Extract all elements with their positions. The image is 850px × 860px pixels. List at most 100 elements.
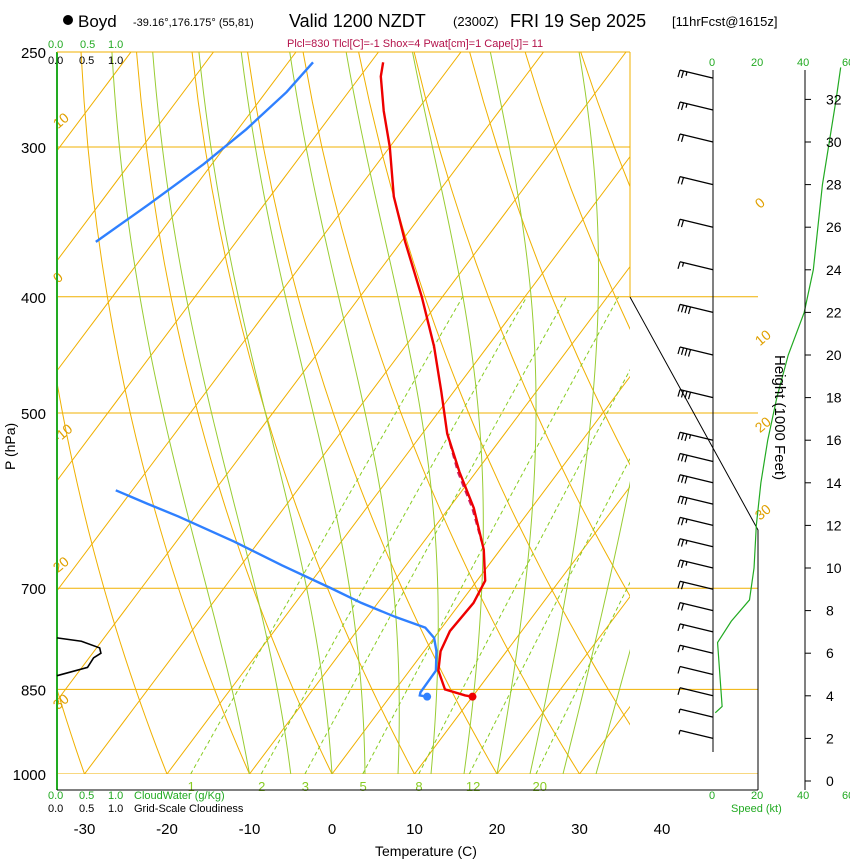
pressure-tick-250: 250 — [21, 45, 46, 62]
isotherm-label-8: 30 — [752, 501, 774, 523]
x-tick-labels: -30 -20 -10 0 10 20 30 40 — [74, 821, 671, 838]
moist-adiabat-20 — [489, 52, 537, 774]
mixing-ratio-lines — [190, 296, 630, 774]
wind-barb-18 — [677, 623, 714, 633]
isotherm-label-0: 30 — [50, 690, 72, 712]
barb-staff-10 — [679, 452, 714, 463]
barb-staff-8 — [679, 388, 714, 399]
dry-adiabat--30 — [57, 687, 85, 774]
height-tick-12: 12 — [826, 517, 842, 533]
wind-barb-16 — [677, 580, 714, 590]
isotherm--40 — [57, 52, 544, 702]
dry-adiabat-10 — [191, 52, 415, 774]
barb-flag-6-1 — [680, 305, 685, 313]
barb-staff-4 — [679, 218, 714, 228]
barb-flag-8-1 — [680, 390, 685, 398]
speed-bottom-tick-0: 0 — [709, 790, 715, 802]
cloudiness-label: Grid-Scale Cloudiness — [134, 803, 244, 815]
cl-top-tick-0: 0.0 — [48, 55, 63, 67]
cloud-water-label: CloudWater (g/Kg) — [134, 790, 225, 802]
isotherm--80 — [57, 52, 214, 262]
speed-label: Speed (kt) — [731, 803, 782, 815]
mixing-ratio-label-20: 20 — [532, 779, 546, 794]
height-tick-30: 30 — [826, 134, 842, 150]
barb-flag-16-0 — [677, 581, 681, 589]
barb-flag-12-1 — [680, 496, 685, 505]
height-tick-24: 24 — [826, 262, 842, 278]
barb-staff-0 — [679, 69, 714, 79]
valid-date: FRI 19 Sep 2025 — [510, 11, 646, 31]
speed-bottom-tick-3: 60 — [842, 790, 850, 802]
dry-adiabat-20 — [247, 52, 498, 774]
barb-staff-6 — [679, 303, 714, 314]
barb-flag-1-1 — [680, 102, 685, 111]
mixing-ratio-3 — [304, 296, 567, 774]
barb-flag-2-1 — [680, 134, 685, 143]
barb-flag-15-1 — [680, 560, 685, 569]
dry-adiabat-70 — [524, 52, 630, 331]
dry-adiabat--20 — [57, 379, 168, 774]
pressure-tick-850: 850 — [21, 682, 46, 699]
barb-flag-8-0 — [677, 389, 681, 397]
barb-flag-0-0 — [677, 69, 681, 78]
height-tick-18: 18 — [826, 390, 842, 406]
moist-adiabat-4 — [240, 52, 366, 774]
pressure-tick-500: 500 — [21, 406, 46, 423]
barb-flag-12-2 — [684, 497, 688, 505]
barb-flag-17-1 — [680, 603, 685, 611]
station-name: Boyd — [78, 12, 117, 31]
barb-flag-10-1 — [680, 454, 685, 462]
isotherm-0 — [331, 375, 630, 774]
barb-staff-14 — [679, 538, 714, 548]
moist-adiabat-16 — [411, 52, 484, 774]
barb-flag-14-1 — [680, 539, 685, 547]
wind-barb-19 — [677, 644, 714, 654]
x-tick-10: 10 — [406, 821, 423, 838]
speed-top-tick-1: 20 — [751, 57, 763, 69]
x-tick--10: -10 — [239, 821, 261, 838]
barb-staff-23 — [679, 729, 714, 740]
cloudiness-line — [56, 637, 102, 677]
height-tick-22: 22 — [826, 304, 842, 320]
wind-barb-0 — [677, 69, 714, 79]
barb-staff-19 — [679, 644, 714, 654]
barb-flag-6-2 — [684, 305, 688, 314]
height-tick-10: 10 — [826, 560, 842, 576]
isobar-lines — [57, 52, 758, 774]
moist-adiabat--5 — [152, 52, 292, 774]
barb-flag-0-1 — [680, 70, 685, 79]
isotherm--50 — [57, 52, 462, 592]
moist-adiabat-24 — [529, 52, 600, 774]
barb-flag-6-0 — [677, 304, 681, 312]
x-tick--20: -20 — [156, 821, 178, 838]
barb-flag-18-0 — [677, 623, 681, 632]
forecast-info: [11hrFcst@1615z] — [672, 14, 777, 29]
cl-bottom-tick-1: 0.5 — [79, 803, 94, 815]
barb-flag-7-1 — [680, 347, 685, 356]
barb-flag-7-0 — [677, 346, 681, 355]
barb-flag-4-1 — [680, 219, 685, 228]
barb-staff-20 — [679, 665, 714, 676]
wind-barb-9 — [677, 431, 714, 442]
moist-adiabat-32 — [595, 649, 630, 774]
valid-time: Valid 1200 NZDT — [289, 11, 426, 31]
barb-half-15 — [685, 561, 688, 566]
cw-bottom-tick-1: 0.5 — [79, 790, 94, 802]
moist-adiabat--10 — [111, 52, 250, 774]
pressure-tick-labels: 250 300 400 500 700 850 1000 — [13, 45, 46, 784]
cl-top-tick-1: 0.5 — [79, 55, 94, 67]
mixing-ratio-2 — [260, 296, 528, 774]
barb-half-5 — [681, 262, 685, 267]
barb-flag-13-1 — [680, 518, 685, 526]
parcel-params: Plcl=830 Tlcl[C]=-1 Shox=4 Pwat[cm]=1 Ca… — [287, 38, 543, 50]
barb-staff-15 — [679, 559, 714, 569]
barb-half-0 — [685, 71, 688, 76]
dewpoint-line — [115, 489, 438, 698]
mixing-ratio-20 — [535, 581, 630, 774]
height-tick-6: 6 — [826, 645, 834, 661]
cl-bottom-tick-2: 1.0 — [108, 803, 123, 815]
isotherm--10 — [249, 265, 630, 774]
mixing-ratio-label-5: 5 — [359, 779, 366, 794]
isotherm-label-6: 10 — [752, 326, 774, 348]
